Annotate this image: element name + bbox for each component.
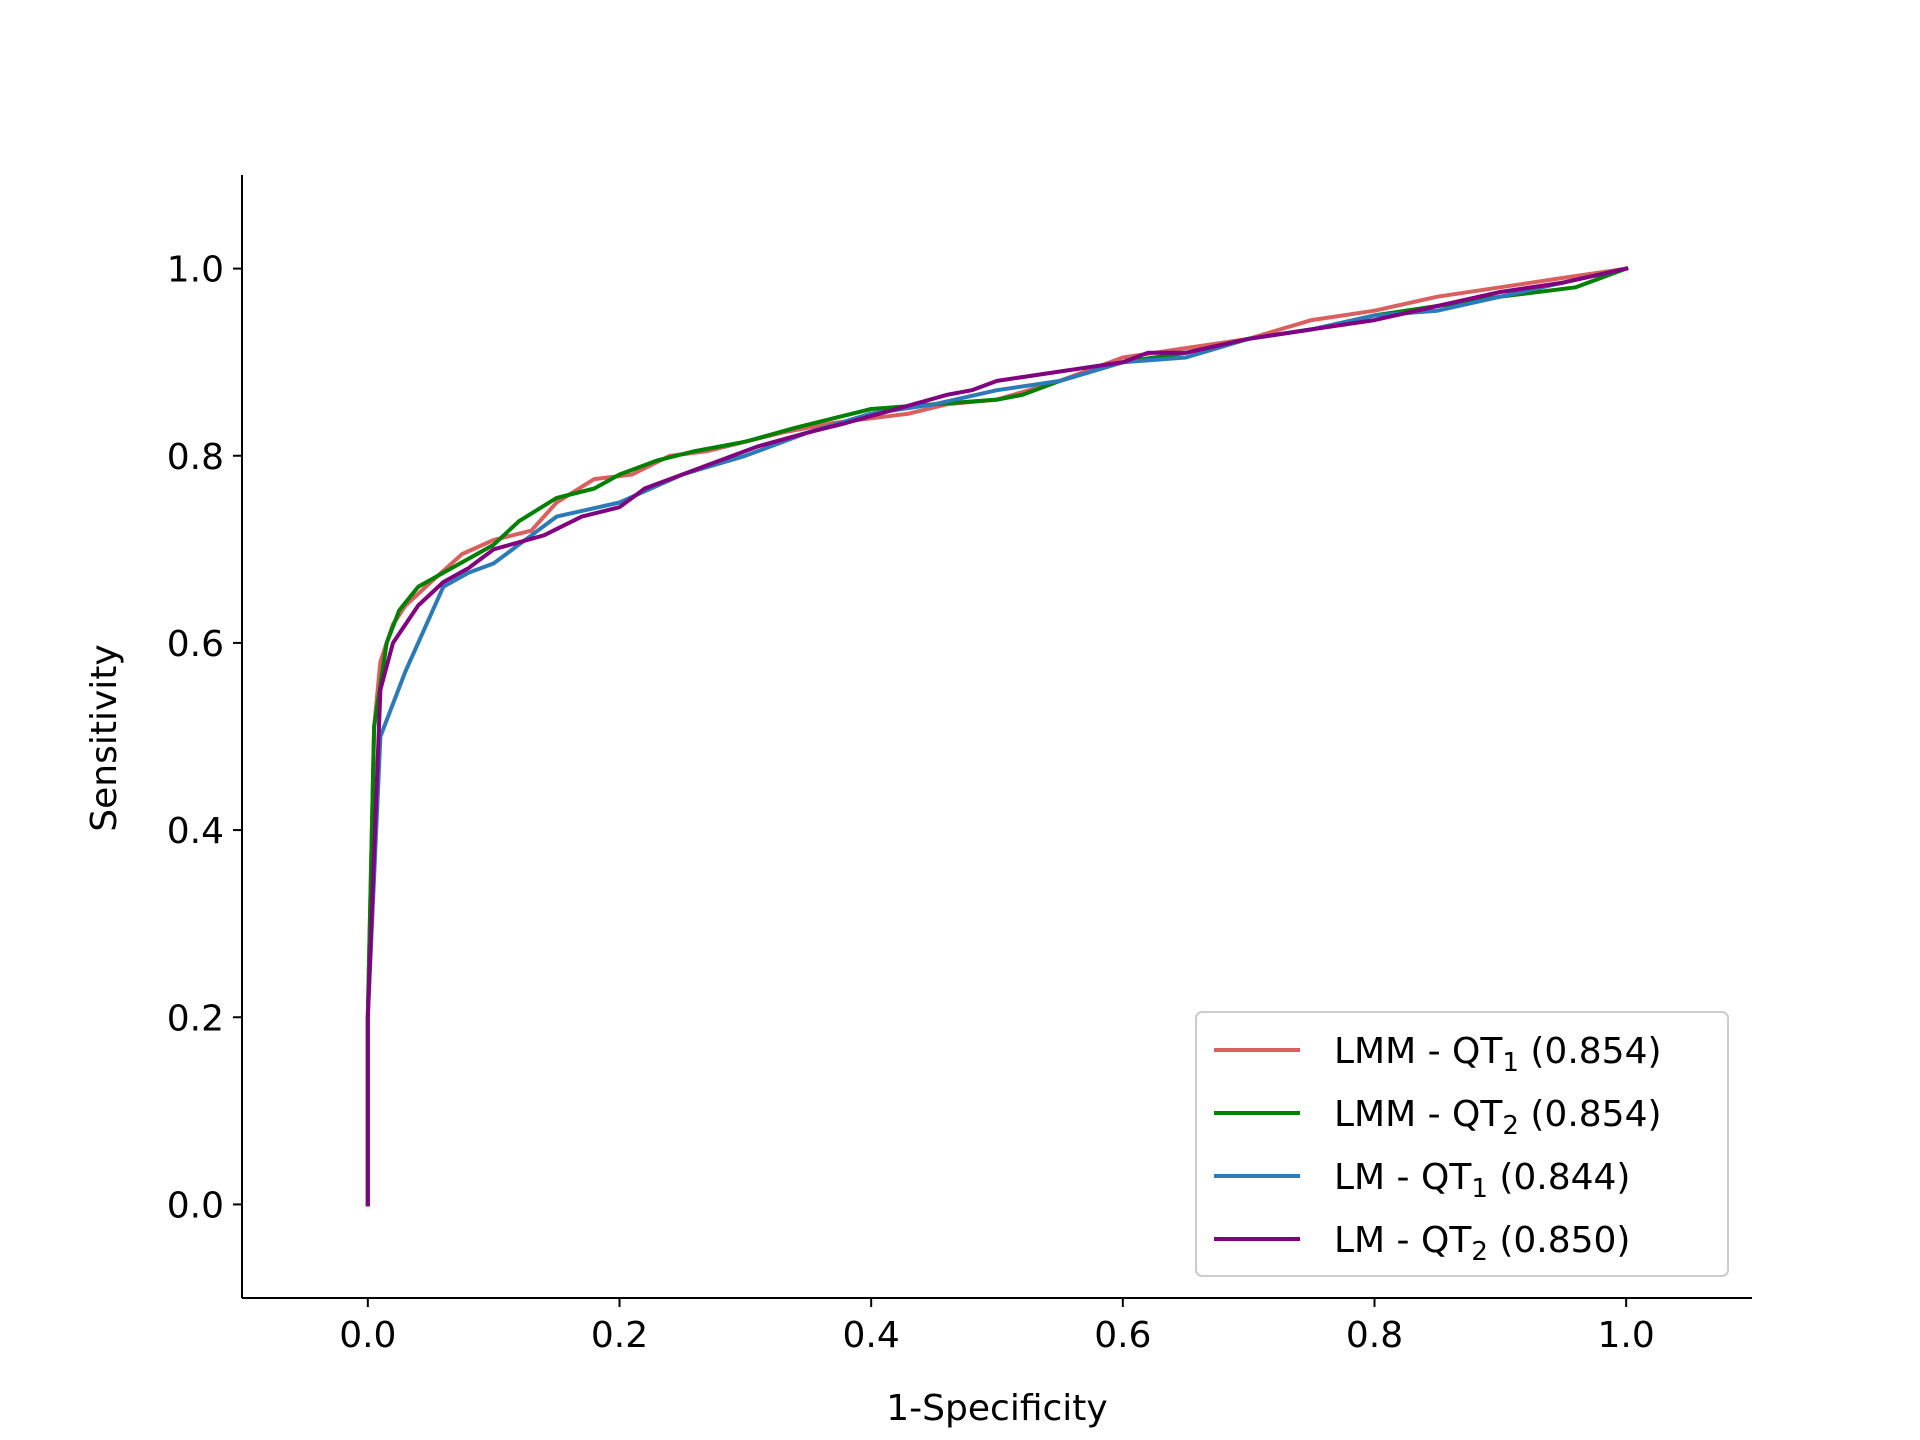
legend: LMM - QT1 (0.854) LMM - QT2 (0.854) LM - Q… xyxy=(1195,1011,1729,1277)
legend-label-4: LM - QT2 (0.850) xyxy=(1334,1220,1630,1267)
legend-box xyxy=(1195,1011,1729,1277)
legend-label-2: LMM - QT2 (0.854) xyxy=(1334,1094,1662,1141)
x-tick-label: 0.8 xyxy=(1346,1315,1403,1356)
y-tick-label: 0.6 xyxy=(167,624,224,665)
x-tick-label: 0.6 xyxy=(1094,1315,1151,1356)
x-tick-label: 0.4 xyxy=(843,1315,900,1356)
legend-label-3: LM - QT1 (0.844) xyxy=(1334,1157,1630,1204)
series-line-4 xyxy=(365,266,1629,1207)
x-tick-label: 0.0 xyxy=(339,1315,396,1356)
y-axis-label: Sensitivity xyxy=(84,644,125,831)
x-axis-label: 1-Specificity xyxy=(886,1388,1107,1429)
y-tick-label: 0.8 xyxy=(167,437,224,478)
y-tick-label: 1.0 xyxy=(167,250,224,291)
y-tick-label: 0.4 xyxy=(167,811,224,852)
series-lines xyxy=(365,266,1629,1207)
y-tick-label: 0.2 xyxy=(167,998,224,1039)
y-tick-label: 0.0 xyxy=(167,1185,224,1226)
x-tick-label: 0.2 xyxy=(591,1315,648,1356)
x-tick-label: 1.0 xyxy=(1598,1315,1655,1356)
x-ticks: 0.0 0.2 0.4 0.6 0.8 1.0 xyxy=(339,1298,1655,1356)
y-ticks: 0.0 0.2 0.4 0.6 0.8 1.0 xyxy=(167,250,242,1226)
legend-label-1: LMM - QT1 (0.854) xyxy=(1334,1031,1662,1078)
